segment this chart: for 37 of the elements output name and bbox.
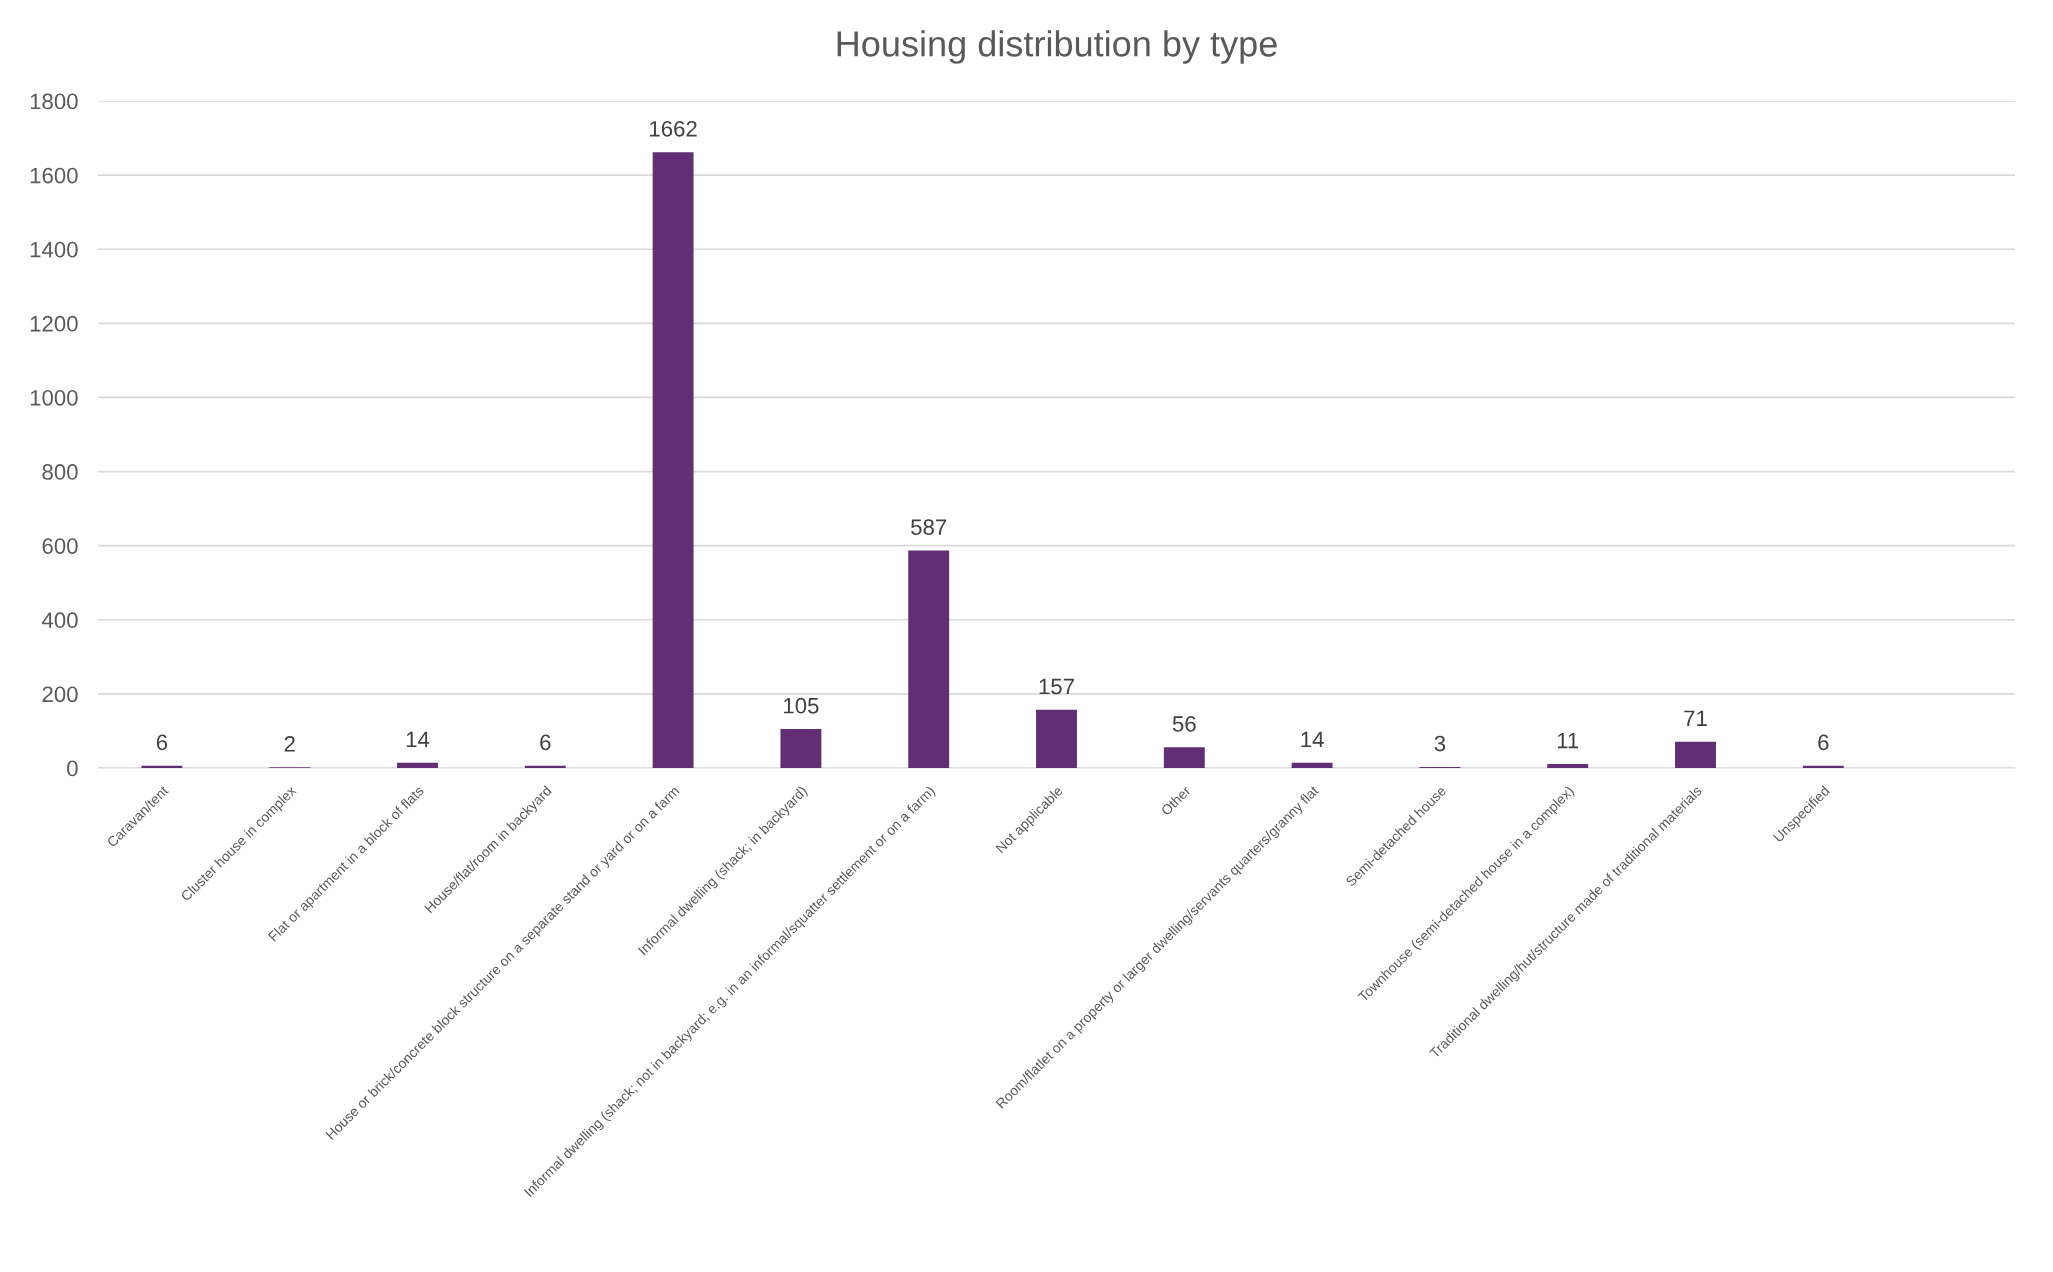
y-tick-label: 1800: [30, 93, 78, 110]
bar: [780, 729, 822, 768]
data-label: 11: [1557, 732, 1579, 749]
bar: [524, 765, 566, 768]
y-tick-label: 800: [42, 464, 78, 480]
data-label: 14: [406, 731, 430, 748]
y-tick-label: 600: [42, 538, 78, 554]
y-tick-label: 200: [42, 686, 78, 703]
data-label: 587: [911, 519, 947, 535]
data-label: 2: [284, 736, 295, 752]
bar: [1163, 747, 1205, 768]
bar: [652, 152, 694, 768]
chart-title: Housing distribution by type: [837, 30, 1277, 64]
bar: [908, 550, 950, 768]
data-label: 157: [1039, 678, 1074, 695]
data-label: 105: [784, 697, 819, 714]
data-label: 3: [1434, 735, 1446, 752]
bar: [1675, 741, 1716, 768]
data-label: 1662: [650, 120, 697, 137]
bar: [141, 765, 183, 768]
data-label: 6: [1818, 734, 1829, 751]
bar: [1291, 762, 1333, 768]
data-label: 56: [1172, 716, 1196, 732]
data-label: 6: [540, 734, 551, 751]
y-tick-label: 1000: [30, 389, 78, 406]
y-tick-label: 0: [67, 760, 78, 777]
y-tick-label: 1200: [30, 315, 78, 332]
y-tick-label: 1400: [30, 241, 78, 258]
bar: [1802, 765, 1844, 768]
y-tick-label: 400: [41, 612, 78, 629]
data-label: 6: [156, 734, 168, 751]
data-label: 71: [1684, 710, 1707, 726]
bar: [397, 762, 438, 768]
y-tick-label: 1600: [30, 167, 78, 184]
bar: [1036, 709, 1077, 768]
data-label: 14: [1301, 731, 1324, 748]
bar: [1547, 763, 1589, 768]
